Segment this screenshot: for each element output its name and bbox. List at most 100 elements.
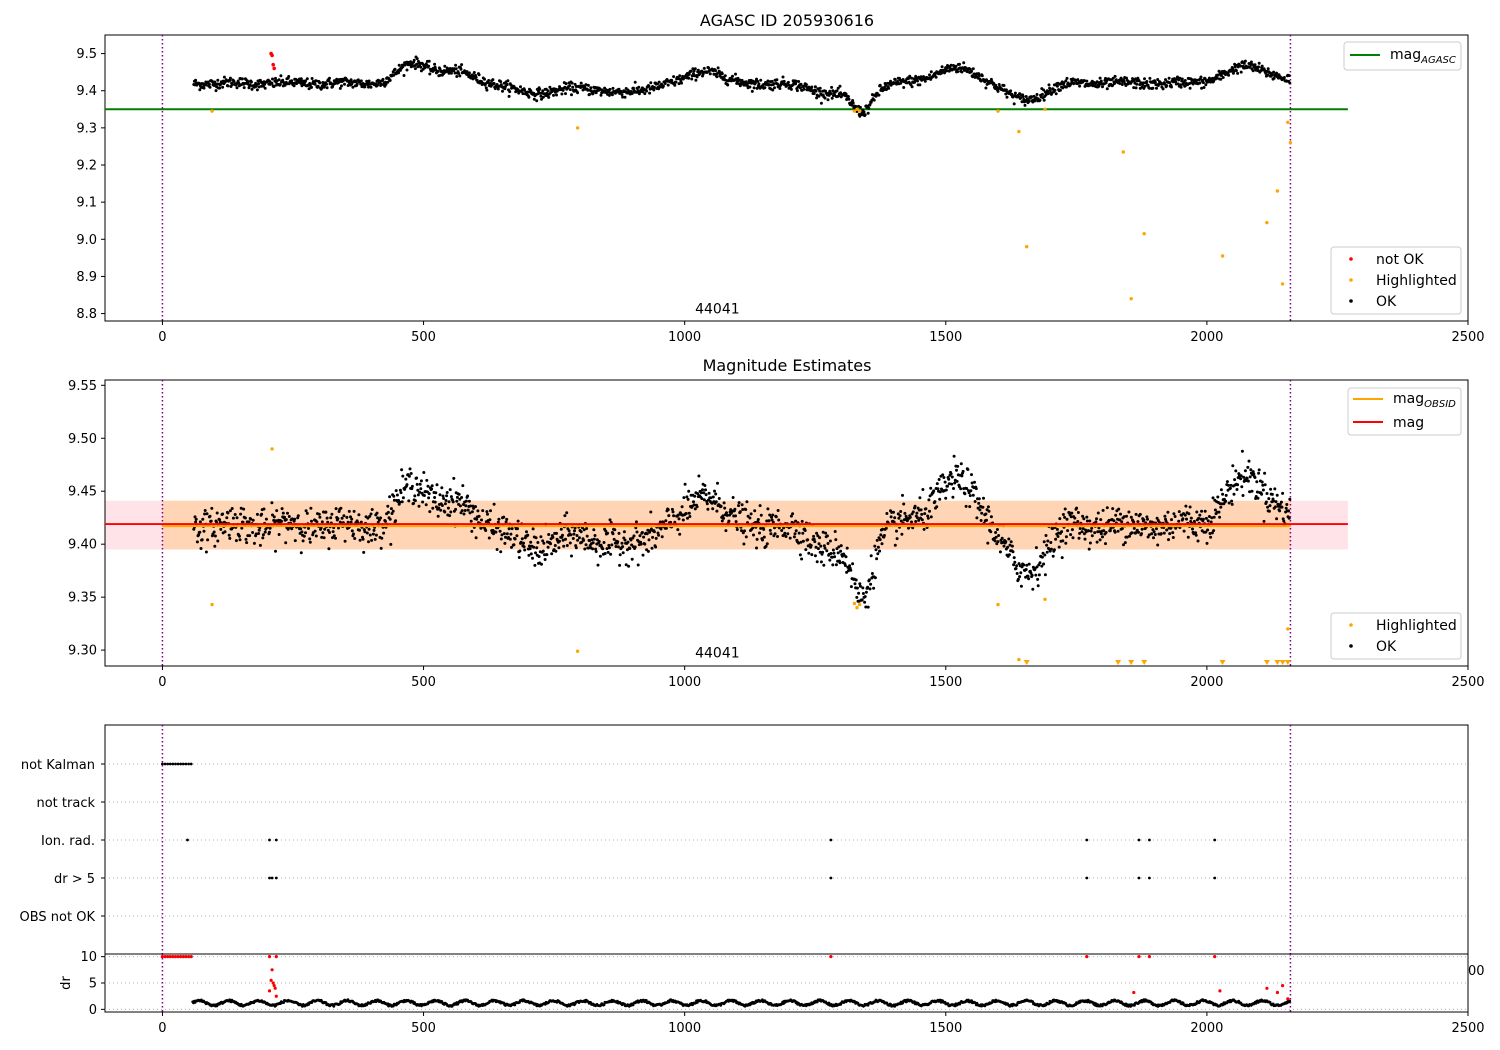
ok-point bbox=[1096, 511, 1100, 515]
ok-point bbox=[338, 80, 342, 84]
ok-point bbox=[1027, 577, 1031, 581]
ok-point bbox=[1117, 507, 1121, 511]
ok-point bbox=[610, 543, 614, 547]
ok-point bbox=[245, 541, 249, 545]
ok-point bbox=[677, 82, 681, 86]
ok-point bbox=[733, 507, 737, 511]
ok-point bbox=[198, 88, 202, 92]
ok-point bbox=[283, 83, 287, 87]
ok-point bbox=[932, 489, 936, 493]
ok-point bbox=[1143, 77, 1146, 81]
ok-point bbox=[422, 471, 426, 474]
ok-point bbox=[1263, 471, 1267, 475]
ok-point bbox=[929, 486, 933, 490]
ok-point bbox=[1009, 540, 1013, 544]
ok-point bbox=[320, 520, 324, 524]
ok-point bbox=[1122, 515, 1126, 519]
ok-point bbox=[374, 533, 378, 537]
flag-point bbox=[163, 762, 167, 766]
ok-point bbox=[744, 80, 748, 84]
ok-point bbox=[623, 95, 627, 99]
ok-point bbox=[898, 514, 902, 518]
ok-point bbox=[1036, 584, 1040, 588]
ok-point bbox=[212, 530, 216, 534]
ok-point bbox=[699, 491, 703, 495]
ok-point bbox=[855, 586, 859, 590]
ok-point bbox=[568, 541, 572, 545]
ok-point bbox=[1167, 76, 1171, 80]
ok-point bbox=[281, 78, 285, 82]
ok-point bbox=[974, 487, 978, 491]
ok-point bbox=[961, 469, 965, 473]
ok-point bbox=[213, 544, 217, 548]
flag-point bbox=[1148, 876, 1151, 880]
ok-point bbox=[271, 513, 274, 517]
ok-point bbox=[1151, 528, 1155, 532]
ok-point bbox=[652, 85, 656, 89]
ok-point bbox=[370, 538, 374, 542]
ok-point bbox=[875, 557, 879, 561]
ok-point bbox=[384, 82, 388, 86]
ok-point bbox=[1015, 572, 1019, 575]
ok-point bbox=[938, 490, 942, 494]
ok-point bbox=[1099, 518, 1103, 522]
ok-point bbox=[857, 591, 861, 595]
ok-point bbox=[1242, 61, 1246, 65]
ok-point bbox=[814, 89, 818, 93]
ok-point bbox=[697, 474, 701, 478]
ok-point bbox=[1045, 543, 1049, 547]
ok-point bbox=[693, 67, 697, 71]
ok-point bbox=[753, 509, 757, 513]
ok-point bbox=[463, 509, 467, 512]
ok-point bbox=[203, 512, 207, 516]
ok-point bbox=[415, 57, 419, 61]
ok-point bbox=[821, 550, 825, 554]
ok-point bbox=[572, 532, 576, 536]
ok-point bbox=[735, 528, 739, 531]
ok-point bbox=[424, 503, 428, 507]
ok-point bbox=[709, 496, 713, 500]
ok-point bbox=[1119, 512, 1122, 516]
ok-point bbox=[926, 516, 930, 520]
ok-point bbox=[778, 87, 782, 90]
ok-point bbox=[752, 533, 755, 537]
ok-point bbox=[1267, 509, 1271, 513]
ok-point bbox=[389, 507, 393, 511]
ok-point bbox=[661, 84, 665, 88]
ok-point bbox=[815, 531, 819, 535]
ok-point bbox=[918, 496, 922, 500]
ok-point bbox=[299, 527, 303, 531]
ok-point bbox=[1272, 70, 1276, 74]
ok-point bbox=[947, 482, 951, 486]
ok-point bbox=[263, 530, 267, 534]
ok-point bbox=[860, 598, 864, 602]
ok-point bbox=[869, 582, 873, 586]
ok-point bbox=[804, 548, 808, 552]
ok-point bbox=[296, 514, 300, 518]
ok-point bbox=[1184, 504, 1188, 508]
ok-point bbox=[968, 505, 972, 509]
ok-point bbox=[1195, 510, 1199, 514]
ok-point bbox=[457, 71, 461, 75]
ok-point bbox=[953, 481, 957, 485]
ok-point bbox=[680, 81, 683, 85]
ok-point bbox=[1042, 88, 1046, 92]
ok-point bbox=[547, 95, 551, 99]
ok-point bbox=[528, 544, 531, 548]
ok-point bbox=[874, 548, 878, 552]
ok-point bbox=[328, 531, 331, 534]
ok-point bbox=[849, 585, 853, 589]
ok-point bbox=[401, 474, 405, 478]
ok-point bbox=[1188, 505, 1192, 509]
ok-point bbox=[327, 79, 331, 83]
legend-box bbox=[1343, 41, 1462, 71]
ok-point bbox=[1192, 519, 1196, 523]
ok-point bbox=[535, 546, 539, 550]
highlighted-point bbox=[1142, 232, 1146, 236]
ok-point bbox=[499, 80, 503, 84]
ok-point bbox=[765, 542, 769, 546]
ok-point bbox=[1146, 517, 1149, 521]
ok-point bbox=[264, 527, 268, 531]
ok-point bbox=[418, 490, 422, 494]
